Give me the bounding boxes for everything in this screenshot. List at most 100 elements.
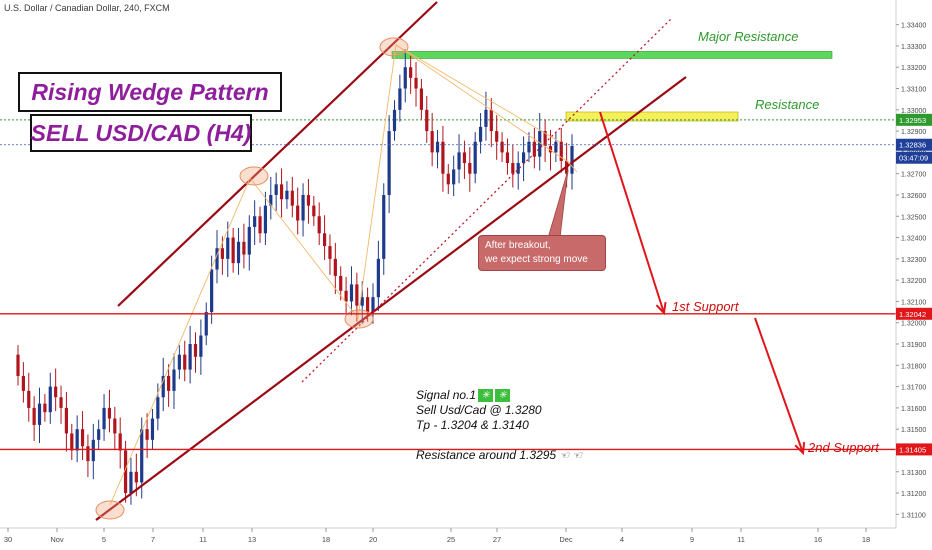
time-tick-label: 27 bbox=[493, 535, 501, 544]
candle-body bbox=[312, 205, 316, 217]
price-tick-label: 1.31100 bbox=[901, 512, 926, 519]
candle-body bbox=[188, 344, 192, 370]
candle-body bbox=[489, 109, 493, 132]
time-tick-label: Nov bbox=[50, 535, 64, 544]
candle-body bbox=[258, 216, 262, 234]
candle-body bbox=[328, 246, 332, 259]
price-tick-label: 1.31200 bbox=[901, 491, 926, 498]
swing-point-marker bbox=[95, 500, 125, 520]
candle-body bbox=[532, 141, 536, 157]
candle-body bbox=[102, 407, 106, 430]
sparkle-icon: ✳ bbox=[478, 389, 494, 403]
current-price-tag-label: 1.32836 bbox=[899, 141, 926, 150]
time-tick-label: 18 bbox=[862, 535, 870, 544]
candle-body bbox=[118, 433, 122, 451]
candle-body bbox=[107, 407, 112, 419]
candle-body bbox=[339, 275, 343, 291]
time-tick-label: 11 bbox=[199, 535, 207, 544]
candle-body bbox=[210, 269, 214, 313]
price-tick-label: 1.31500 bbox=[901, 427, 926, 434]
candle-body bbox=[306, 194, 311, 206]
candle-body bbox=[167, 375, 171, 391]
candle-body bbox=[161, 375, 165, 398]
candle-body bbox=[511, 163, 515, 174]
resistance-price-tag bbox=[896, 113, 932, 126]
candle-body bbox=[226, 237, 230, 259]
candle-body bbox=[296, 205, 300, 221]
candle-body bbox=[516, 163, 520, 174]
candle-body bbox=[193, 344, 198, 357]
candle-body bbox=[355, 284, 359, 306]
time-tick-label: 5 bbox=[102, 535, 106, 544]
first-move-arrow-head bbox=[655, 301, 667, 316]
candle-body bbox=[48, 386, 52, 413]
candle-body bbox=[554, 141, 558, 153]
time-tick-label: 18 bbox=[322, 535, 330, 544]
price-tick-label: 1.32400 bbox=[901, 236, 926, 243]
time-tick-label: 4 bbox=[620, 535, 624, 544]
major-resistance-zone bbox=[391, 51, 833, 59]
price-tick-label: 1.33000 bbox=[901, 108, 926, 115]
price-tick-label: 1.33300 bbox=[901, 44, 926, 51]
time-tick-label: Dec bbox=[559, 535, 573, 544]
candle-body bbox=[253, 216, 257, 227]
candle-body bbox=[301, 194, 305, 221]
price-tick-label: 1.32500 bbox=[901, 214, 926, 221]
candle-body bbox=[91, 439, 95, 462]
candle-body bbox=[521, 152, 526, 164]
candle-body bbox=[59, 397, 63, 408]
callout-line-2: we expect strong move bbox=[485, 254, 588, 265]
price-tick-label: 1.31700 bbox=[901, 385, 926, 392]
time-tick-label: 7 bbox=[151, 535, 155, 544]
major-resistance-label: Major Resistance bbox=[698, 29, 799, 44]
second-support-label: 2nd Support bbox=[808, 440, 879, 455]
candle-body bbox=[21, 375, 25, 391]
breakout-callout: After breakout, we expect strong move bbox=[478, 235, 606, 271]
candle-body bbox=[478, 126, 483, 142]
candle-body bbox=[419, 88, 423, 110]
projected-channel-line bbox=[301, 17, 673, 383]
candle-body bbox=[236, 241, 241, 264]
candle-body bbox=[269, 194, 273, 206]
candle-body bbox=[366, 297, 370, 313]
price-tick-label: 1.32700 bbox=[901, 172, 926, 179]
signal-line-3: Tp - 1.3204 & 1.3140 bbox=[416, 418, 529, 432]
candle-body bbox=[570, 146, 574, 174]
candle-body bbox=[322, 233, 327, 247]
price-tick-label: 1.33400 bbox=[901, 23, 926, 30]
candle-body bbox=[543, 131, 547, 147]
price-tick-label: 1.31300 bbox=[901, 470, 926, 477]
resistance-note: Resistance around 1.3295 ☜ ☜ bbox=[416, 448, 582, 462]
candle-body bbox=[150, 418, 155, 440]
signal-line-1: Signal no.1 bbox=[416, 388, 477, 402]
candle-body bbox=[70, 433, 74, 451]
second-move-arrow-head bbox=[794, 441, 806, 456]
price-tick-label: 1.32100 bbox=[901, 299, 926, 306]
candle-body bbox=[414, 77, 418, 89]
candle-body bbox=[371, 297, 375, 313]
candle-body bbox=[425, 109, 429, 132]
pattern-title: Rising Wedge Pattern bbox=[31, 78, 269, 105]
candle-body bbox=[317, 216, 321, 234]
candle-body bbox=[220, 248, 224, 259]
support1-price-tag bbox=[896, 307, 932, 320]
candle-body bbox=[86, 446, 90, 462]
candle-body bbox=[113, 418, 117, 434]
candle-body bbox=[527, 141, 531, 153]
pointing-hand-icon: ☜ bbox=[559, 450, 569, 462]
candle-body bbox=[123, 450, 128, 494]
time-tick-label: 25 bbox=[447, 535, 455, 544]
candle-body bbox=[441, 141, 445, 174]
candle-body bbox=[97, 429, 101, 440]
candle-body bbox=[430, 131, 434, 153]
swing-zigzag bbox=[109, 44, 578, 506]
price-tick-label: 1.31900 bbox=[901, 342, 926, 349]
candle-body bbox=[43, 403, 47, 413]
resistance-label: Resistance bbox=[755, 97, 820, 112]
candle-body bbox=[80, 429, 85, 447]
swing-point-marker bbox=[379, 37, 409, 57]
countdown-label: 03:47:09 bbox=[899, 154, 928, 163]
swing-upper-guide bbox=[395, 44, 561, 143]
current-price-tag bbox=[896, 138, 932, 151]
candle-body bbox=[505, 152, 510, 164]
